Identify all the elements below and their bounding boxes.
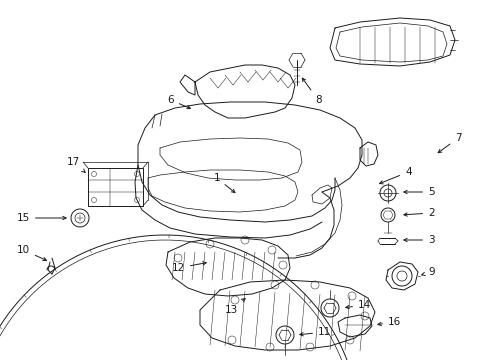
Text: 7: 7: [437, 133, 461, 153]
Text: 11: 11: [299, 327, 330, 337]
Text: 1: 1: [213, 173, 235, 193]
Text: 15: 15: [17, 213, 66, 223]
Text: 2: 2: [403, 208, 434, 218]
Text: 10: 10: [17, 245, 46, 261]
Text: 3: 3: [403, 235, 434, 245]
Text: 4: 4: [379, 167, 411, 184]
Text: 6: 6: [167, 95, 190, 109]
Text: 16: 16: [377, 317, 401, 327]
Text: 14: 14: [345, 300, 370, 310]
Text: 8: 8: [302, 78, 321, 105]
Text: 13: 13: [224, 298, 244, 315]
Text: 9: 9: [421, 267, 434, 277]
Text: 5: 5: [403, 187, 434, 197]
Text: 17: 17: [67, 157, 85, 172]
Text: 12: 12: [171, 262, 206, 273]
